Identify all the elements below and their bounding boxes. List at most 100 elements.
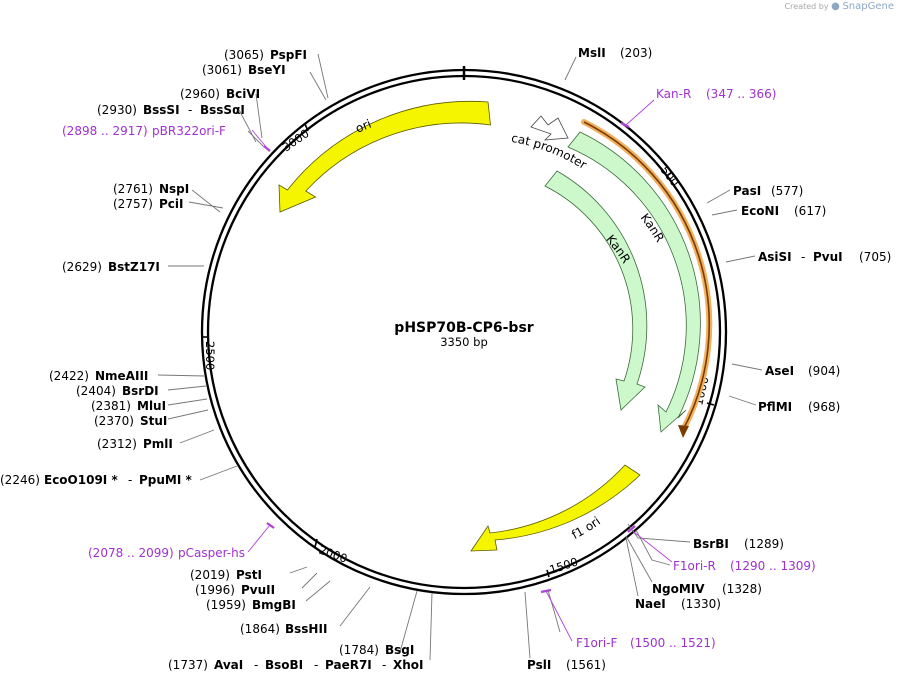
site-pspFI[interactable]: (3065) PspFI (224, 48, 307, 62)
site-pasI-name: PasI (733, 184, 761, 198)
primer-f1ori-f-range: (1500 .. 1521) (630, 636, 716, 650)
site-bsgI-pos: (1784) (339, 643, 379, 657)
site-pflMI-pos: (968) (808, 400, 840, 414)
site-mslI[interactable]: MslI (203) (578, 46, 652, 60)
site-pmlI[interactable]: (2312) PmlI (97, 437, 173, 451)
site-pstI[interactable]: (2019) PstI (190, 568, 262, 582)
site-bmgBI[interactable]: (1959) BmgBI (206, 598, 296, 612)
site-separator: - (254, 658, 258, 672)
site-pvuII-name: PvuII (241, 583, 275, 597)
site-bssHII-pos: (1864) (240, 622, 280, 636)
site-bsrBI[interactable]: BsrBI (1289) (693, 537, 784, 551)
site-nspI-name: NspI (159, 182, 189, 196)
site-bstZ17I[interactable]: (2629) BstZ17I (62, 260, 160, 274)
snapgene-credit: Created by ● SnapGene (785, 1, 894, 12)
site-pslI[interactable]: PslI (1561) (527, 658, 606, 672)
site-ecoNI[interactable]: EcoNI (617) (741, 204, 826, 218)
site-bssSI-name: BssSI (143, 103, 180, 117)
site-nmeAIII[interactable]: (2422) NmeAIII (49, 369, 148, 383)
backbone (200, 66, 728, 596)
site-bciVI[interactable]: (2960) BciVI (180, 87, 260, 101)
primer-kan-r-range: (347 .. 366) (706, 87, 776, 101)
primer-f1ori-f[interactable]: F1ori-F (1500 .. 1521) (576, 636, 716, 650)
site-ngoMIV[interactable]: NgoMIV (1328) (652, 582, 762, 596)
site-bstZ17I-name: BstZ17I (108, 260, 160, 274)
site-stuI-pos: (2370) (94, 414, 134, 428)
site-stuI-name: StuI (140, 414, 167, 428)
primer-kan-r-name: Kan-R (656, 87, 691, 101)
site-pmlI-name: PmlI (143, 437, 173, 451)
site-bssHII[interactable]: (1864) BssHII (240, 622, 327, 636)
primer-f1ori-r[interactable]: F1ori-R (1290 .. 1309) (673, 559, 816, 573)
tick-2500-label: 2500 (203, 341, 217, 370)
site-nmeAIII-pos: (2422) (49, 369, 89, 383)
primer-pcasper-hs-name: pCasper-hs (178, 546, 245, 560)
site-bsrBI-pos: (1289) (744, 537, 784, 551)
site-avaI-name: AvaI (214, 658, 243, 672)
site-separator: - (314, 658, 318, 672)
site-xhoI-name: XhoI (393, 658, 424, 672)
primer-pcasper-hs-range: (2078 .. 2099) (88, 546, 174, 560)
plasmid-length: 3350 bp (440, 335, 488, 349)
site-bsrBI-name: BsrBI (693, 537, 729, 551)
site-aseI[interactable]: AseI (904) (765, 364, 840, 378)
primer-f1ori-r-name: F1ori-R (673, 559, 716, 573)
site-bseYI-pos: (3061) (202, 63, 242, 77)
site-nspI[interactable]: (2761) NspI (113, 182, 189, 196)
site-pasI[interactable]: PasI (577) (733, 184, 803, 198)
site-bsrDI-name: BsrDI (122, 384, 159, 398)
site-pstI-name: PstI (236, 568, 262, 582)
site-pstI-pos: (2019) (190, 568, 230, 582)
feature-ori[interactable]: ori (278, 100, 491, 213)
primer-f1ori-f-name: F1ori-F (576, 636, 617, 650)
primer-leader-lines (247, 99, 673, 642)
site-pvuII[interactable]: (1996) PvuII (195, 583, 275, 597)
site-bssSaI-name: BssSαI (200, 103, 245, 117)
tick-3000: 3000 (280, 123, 312, 154)
site-separator: - (188, 103, 192, 117)
site-ppuMI-name: PpuMI * (139, 473, 193, 487)
site-pmlI-pos: (2312) (97, 437, 137, 451)
site-ecoO109I-group[interactable]: (2246) EcoO109I * - PpuMI * (0, 473, 193, 487)
site-mluI-name: MluI (137, 399, 166, 413)
site-separator: - (382, 658, 386, 672)
site-aseI-pos: (904) (808, 364, 840, 378)
feature-ori-label: ori (353, 117, 373, 136)
site-naeI[interactable]: NaeI (1330) (635, 597, 721, 611)
site-pvuI-name: PvuI (813, 250, 843, 264)
site-ngoMIV-name: NgoMIV (652, 582, 705, 596)
primer-pbr322ori-f-range: (2898 .. 2917) (62, 124, 148, 138)
primer-kan-r[interactable]: Kan-R (347 .. 366) (656, 87, 776, 101)
site-paeR7I-name: PaeR7I (325, 658, 372, 672)
primer-kan-r-arrow[interactable] (581, 119, 713, 438)
site-pflMI-name: PflMI (758, 400, 792, 414)
site-stuI[interactable]: (2370) StuI (94, 414, 167, 428)
site-asisI-pvuI[interactable]: AsiSI - PvuI (705) (758, 250, 891, 264)
credit-prefix: Created by (784, 2, 829, 11)
site-avaI-group[interactable]: (1737) AvaI - BsoBI - PaeR7I - XhoI (168, 658, 424, 672)
site-bmgBI-name: BmgBI (252, 598, 296, 612)
site-avaI-pos: (1737) (168, 658, 208, 672)
site-bssSI-pos: (2930) (97, 103, 137, 117)
primer-pbr322ori-f[interactable]: (2898 .. 2917) pBR322ori-F (62, 124, 226, 138)
site-pciI[interactable]: (2757) PciI (113, 197, 184, 211)
leader-lines (157, 53, 763, 661)
site-pciI-name: PciI (159, 197, 184, 211)
feature-kanr-inner[interactable]: KanR (544, 170, 648, 411)
site-bsgI[interactable]: (1784) BsgI (339, 643, 414, 657)
site-bseYI[interactable]: (3061) BseYI (202, 63, 286, 77)
site-bsrDI-pos: (2404) (76, 384, 116, 398)
primer-pcasper-hs[interactable]: (2078 .. 2099) pCasper-hs (88, 546, 245, 560)
site-ecoNI-pos: (617) (794, 204, 826, 218)
site-bsrDI[interactable]: (2404) BsrDI (76, 384, 159, 398)
site-asisI-pos: (705) (859, 250, 891, 264)
site-bsoBI-name: BsoBI (265, 658, 303, 672)
site-mluI[interactable]: (2381) MluI (91, 399, 166, 413)
site-aseI-name: AseI (765, 364, 794, 378)
site-pflMI[interactable]: PflMI (968) (758, 400, 840, 414)
site-pslI-pos: (1561) (566, 658, 606, 672)
site-bstZ17I-pos: (2629) (62, 260, 102, 274)
site-bssSI-group[interactable]: (2930) BssSI - BssSαI (97, 103, 245, 117)
site-pspFI-pos: (3065) (224, 48, 264, 62)
